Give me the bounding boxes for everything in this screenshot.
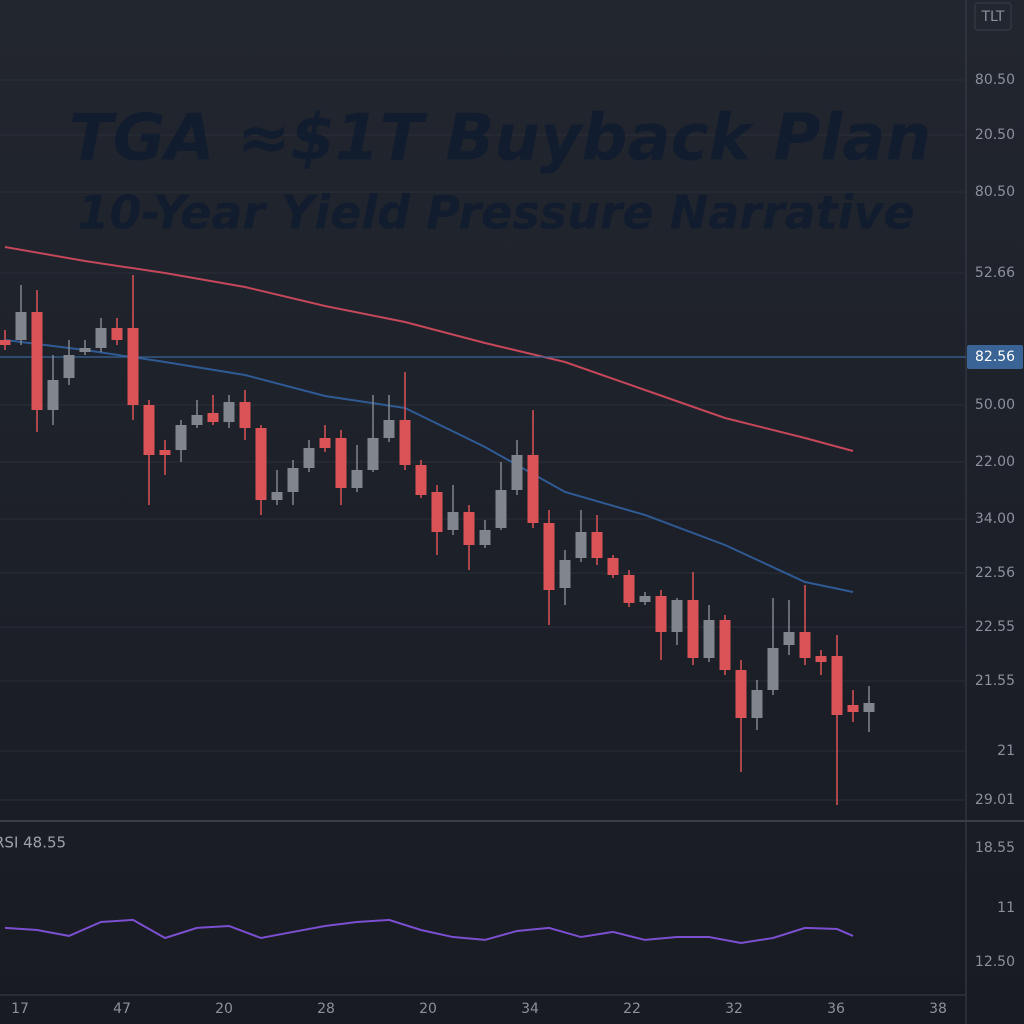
candle-body — [447, 512, 459, 530]
candle-body — [607, 558, 619, 575]
candle-body — [831, 656, 843, 715]
candle-body — [47, 380, 59, 410]
candle-body — [383, 420, 395, 438]
x-tick-label: 17 — [11, 1001, 29, 1017]
moving-average — [4, 246, 854, 452]
candle-body — [191, 415, 203, 425]
candle-body — [287, 468, 299, 492]
candle-body — [335, 438, 347, 488]
candle-body — [79, 348, 91, 352]
candle-body — [735, 670, 747, 718]
candle-body — [687, 600, 699, 658]
x-tick-label: 34 — [521, 1001, 539, 1017]
candle-body — [511, 455, 523, 490]
candle-body — [623, 575, 635, 603]
ticker-box — [974, 2, 1012, 31]
x-tick-label: 22 — [623, 1001, 641, 1017]
rsi-line — [4, 918, 854, 944]
ticker: TLT — [981, 9, 1005, 25]
candle-body — [799, 632, 811, 658]
candle-body — [159, 450, 171, 455]
candle-body — [31, 312, 43, 410]
candle-body — [639, 596, 651, 602]
candle-body — [591, 532, 603, 558]
y-tick-label: 20.50 — [975, 127, 1015, 143]
candle-body — [175, 425, 187, 450]
candle-body — [751, 690, 763, 718]
y-tick-label: 80.50 — [975, 184, 1015, 200]
y-tick-label: 18.55 — [975, 840, 1015, 856]
plot: 80.50 20.50 80.50 52.66 50.00 22.00 34.00 22.56… — [0, 72, 1023, 1017]
x-tick-label: 36 — [827, 1001, 845, 1017]
candle-body — [431, 492, 443, 532]
candle-body — [303, 448, 315, 468]
candle-body — [671, 600, 683, 632]
y-tick-label: 29.01 — [975, 792, 1015, 808]
x-tick-label: 20 — [215, 1001, 233, 1017]
y-tick-label: 52.66 — [975, 265, 1015, 281]
x-tick-label: 28 — [317, 1001, 335, 1017]
candle-body — [143, 405, 155, 455]
price-tag — [967, 345, 1023, 369]
candle-body — [543, 523, 555, 590]
candle-body — [319, 438, 331, 448]
y-tick-label: 12.50 — [975, 954, 1015, 970]
y-tick-label: 11 — [997, 900, 1015, 916]
y-tick-label: 21.55 — [975, 673, 1015, 689]
moving-average — [4, 339, 854, 593]
candle-body — [271, 492, 283, 500]
candle-body — [479, 530, 491, 545]
candle-body — [111, 328, 123, 340]
chart-subtitle: 10-Year Yield Pressure Narrative — [77, 186, 914, 240]
candle-body — [655, 596, 667, 632]
candle-body — [495, 490, 507, 528]
candle-body — [719, 620, 731, 670]
candle-body — [239, 402, 251, 428]
candle-body — [863, 703, 875, 712]
candle-body — [0, 340, 11, 345]
y-tick-label: 22.55 — [975, 619, 1015, 635]
chart-title: TGA ≈$1T Buyback Plan — [69, 102, 931, 176]
candle-body — [847, 705, 859, 712]
y-tick-label: 50.00 — [975, 397, 1015, 413]
y-tick-label: 22.00 — [975, 454, 1015, 470]
candle-body — [463, 512, 475, 545]
candle-body — [223, 402, 235, 422]
candle-body — [767, 648, 779, 690]
candle-body — [351, 470, 363, 488]
candle-body — [95, 328, 107, 348]
candle-body — [783, 632, 795, 645]
candle-body — [255, 428, 267, 500]
candle-body — [127, 328, 139, 405]
candle-body — [559, 560, 571, 588]
candle-body — [703, 620, 715, 658]
price-tag-label: 82.56 — [975, 349, 1015, 365]
y-tick-label: 21 — [997, 743, 1015, 759]
candle-body — [575, 532, 587, 558]
candle-body — [415, 465, 427, 495]
candle-body — [63, 355, 75, 378]
candle-body — [527, 455, 539, 523]
candle-body — [367, 438, 379, 470]
x-tick-label: 47 — [113, 1001, 131, 1017]
indicator-label: RSI 48.55 — [0, 834, 66, 852]
x-tick-label: 20 — [419, 1001, 437, 1017]
x-tick-label: 32 — [725, 1001, 743, 1017]
y-tick-label: 22.56 — [975, 565, 1015, 581]
candle-body — [399, 420, 411, 465]
candle-body — [815, 656, 827, 662]
y-tick-label: 80.50 — [975, 72, 1015, 88]
y-tick-label: 34.00 — [975, 511, 1015, 527]
candle-body — [15, 312, 27, 340]
candle-body — [207, 413, 219, 422]
x-tick-label: 38 — [929, 1001, 947, 1017]
